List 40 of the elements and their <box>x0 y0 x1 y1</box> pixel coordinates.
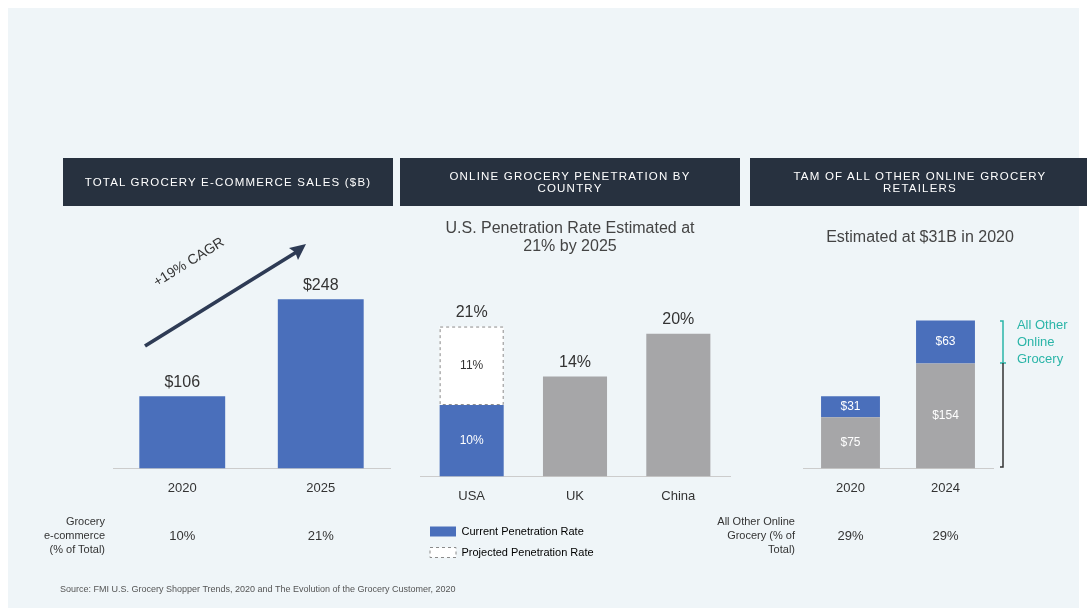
bar <box>821 396 880 418</box>
source-note: Source: FMI U.S. Grocery Shopper Trends, 2020 and The Evolution of the Grocery Customer, 2020 <box>60 584 456 594</box>
bar <box>439 405 504 477</box>
legend-label: Projected Penetration Rate <box>461 545 594 558</box>
data-label: $106 <box>164 372 201 390</box>
total-label: 21% <box>455 302 488 320</box>
chart-title: ONLINE GROCERY PENETRATION BY COUNTRY <box>400 158 740 206</box>
chart-subtitle: Estimated at $31B in 2020 <box>825 227 1015 247</box>
bar <box>916 320 975 364</box>
text: All Other Online Grocery <box>1016 316 1069 366</box>
x-tick-label: 2024 <box>931 479 960 495</box>
data-label: $63 <box>935 334 956 349</box>
bar <box>916 363 975 469</box>
bar <box>542 376 608 477</box>
legend-label: Current Penetration Rate <box>461 524 584 537</box>
x-tick-label: China <box>661 487 697 503</box>
text: 21% <box>307 527 335 543</box>
total-label: 14% <box>558 352 592 370</box>
x-tick-label: UK <box>565 487 585 503</box>
data-label: 11% <box>460 358 484 373</box>
data-label: $75 <box>840 435 861 450</box>
data-label: $154 <box>932 408 960 423</box>
text: Grocery e-commerce (% of Total) <box>43 515 106 556</box>
x-tick-label: 2020 <box>836 479 865 495</box>
chart-subtitle: U.S. Penetration Rate Estimated at 21% by 2025 <box>444 218 696 256</box>
text: All Other Online Grocery (% of Total) <box>717 515 796 556</box>
x-tick-label: 2020 <box>167 479 197 495</box>
x-tick-label: USA <box>458 487 486 503</box>
data-label: $248 <box>302 275 339 293</box>
text: 29% <box>837 527 864 543</box>
bar <box>646 333 711 477</box>
text: 29% <box>932 527 959 543</box>
text: 10% <box>169 527 196 543</box>
data-label: 10% <box>459 433 484 448</box>
data-label: $31 <box>840 399 861 414</box>
bar <box>821 417 880 469</box>
chart-title: TAM OF ALL OTHER ONLINE GROCERY RETAILERS <box>750 158 1087 206</box>
chart-title: TOTAL GROCERY E-COMMERCE SALES ($B) <box>63 158 393 206</box>
x-tick-label: 2025 <box>306 479 336 495</box>
total-label: 20% <box>662 310 695 328</box>
